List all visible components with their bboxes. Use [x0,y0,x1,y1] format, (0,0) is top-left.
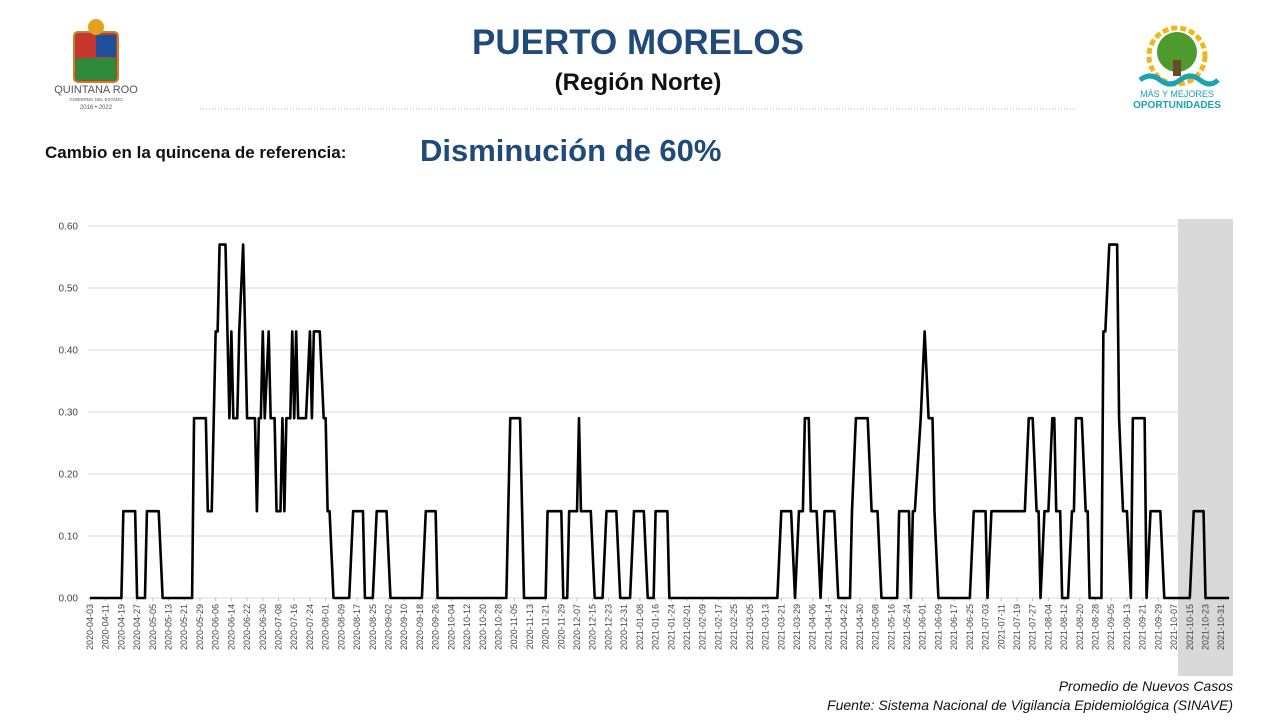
x-tick-label: 2021-07-19 [1012,604,1022,650]
x-tick-label: 2021-10-07 [1169,604,1179,650]
x-tick-label: 2020-08-17 [352,604,362,650]
x-tick-label: 2021-08-12 [1059,604,1069,650]
change-label: Cambio en la quincena de referencia: [45,143,346,162]
x-tick-label: 2020-11-13 [525,604,535,649]
title: PUERTO MORELOS [472,23,804,62]
x-tick-label: 2020-04-27 [132,604,142,650]
x-tick-label: 2021-10-31 [1216,604,1226,650]
x-tick-label: 2020-07-08 [274,604,284,650]
x-tick-label: 2021-02-25 [729,604,739,650]
x-tick-label: 2021-02-17 [713,604,723,650]
x-tick-label: 2021-10-15 [1185,604,1195,650]
x-tick-label: 2021-07-27 [1028,604,1038,650]
x-tick-label: 2020-10-04 [446,604,456,650]
x-tick-label: 2020-04-19 [116,604,126,650]
x-tick-label: 2020-06-06 [211,604,221,650]
x-tick-label: 2021-05-16 [886,604,896,650]
x-tick-label: 2020-06-30 [258,604,268,650]
x-tick-label: 2021-04-06 [808,604,818,650]
x-tick-label: 2020-11-21 [541,604,551,649]
x-tick-label: 2020-10-12 [462,604,472,650]
x-tick-label: 2021-03-13 [761,604,771,650]
y-tick-label: 0.40 [59,346,79,357]
x-tick-label: 2021-09-29 [1153,604,1163,650]
x-tick-label: 2020-04-03 [85,604,95,650]
y-tick-label: 0.60 [59,222,79,233]
x-tick-label: 2020-07-16 [289,604,299,650]
x-tick-label: 2020-12-07 [572,604,582,650]
x-tick-label: 2021-09-13 [1122,604,1132,650]
x-tick-label: 2021-09-05 [1106,604,1116,650]
x-tick-label: 2020-11-29 [556,604,566,649]
logo-right: MÁS Y MEJORES OPORTUNIDADES [1133,25,1221,111]
x-tick-label: 2020-09-26 [431,604,441,650]
x-tick-label: 2020-07-24 [305,604,315,650]
x-tick-label: 2021-07-03 [981,604,991,650]
x-tick-label: 2020-10-20 [478,604,488,650]
x-tick-label: 2021-01-08 [635,604,645,650]
logo-text: GOBIERNO DEL ESTADO [69,97,123,102]
change-value: Disminución de 60% [420,133,721,168]
logo-text: QUINTANA ROO [54,84,138,96]
x-tick-label: 2021-06-25 [965,604,975,650]
x-tick-label: 2021-03-21 [776,604,786,650]
source: Fuente: Sistema Nacional de Vigilancia E… [827,697,1233,713]
x-tick-label: 2020-12-23 [603,604,613,650]
data-line [89,243,1230,600]
x-tick-label: 2020-12-15 [588,604,598,650]
x-tick-label: 2021-08-04 [1043,604,1053,650]
x-tick-label: 2021-07-11 [996,604,1006,649]
x-tick-label: 2020-06-14 [226,604,236,650]
logo-left: QUINTANA ROO GOBIERNO DEL ESTADO 2016 • … [54,19,138,111]
logo-text: 2016 • 2022 [80,105,113,111]
x-tick-label: 2021-08-28 [1091,604,1101,650]
y-tick-label: 0.10 [59,532,79,543]
x-tick-label: 2020-05-13 [164,604,174,650]
x-tick-label: 2020-11-05 [509,604,519,649]
x-tick-label: 2020-12-31 [619,604,629,650]
y-tick-label: 0.20 [59,470,79,481]
y-tick-label: 0.30 [59,408,79,419]
x-tick-label: 2021-09-21 [1138,604,1148,650]
x-tick-label: 2020-09-18 [415,604,425,650]
x-tick-label: 2021-02-09 [698,604,708,650]
x-tick-label: 2020-05-05 [148,604,158,650]
x-tick-label: 2020-06-22 [242,604,252,650]
x-tick-label: 2020-04-11 [101,604,111,649]
legend-entry: Promedio de Nuevos Casos [1059,678,1233,694]
x-tick-label: 2021-03-05 [745,604,755,650]
x-tick-label: 2021-06-09 [933,604,943,650]
x-tick-label: 2020-05-29 [195,604,205,650]
x-tick-label: 2021-01-24 [666,604,676,650]
y-tick-label: 0.50 [59,284,79,295]
y-tick-label: 0.00 [59,594,79,605]
x-tick-label: 2021-05-24 [902,604,912,650]
x-tick-label: 2021-04-22 [839,604,849,650]
x-tick-label: 2021-02-01 [682,604,692,650]
x-tick-label: 2021-04-30 [855,604,865,650]
x-tick-label: 2021-01-16 [651,604,661,650]
logo-text: MÁS Y MEJORES [1140,89,1214,99]
x-tick-label: 2021-05-08 [871,604,881,650]
x-tick-label: 2020-08-01 [321,604,331,650]
x-tick-label: 2021-08-20 [1075,604,1085,650]
logo-text: OPORTUNIDADES [1133,100,1221,111]
x-tick-label: 2021-04-14 [823,604,833,650]
subtitle: (Región Norte) [555,69,722,96]
x-tick-label: 2021-06-17 [949,604,959,650]
x-tick-label: 2021-06-01 [918,604,928,650]
x-tick-label: 2021-03-29 [792,604,802,650]
x-tick-label: 2020-05-21 [179,604,189,650]
x-tick-label: 2020-10-28 [493,604,503,650]
x-tick-label: 2021-10-23 [1201,604,1211,650]
x-tick-label: 2020-09-10 [399,604,409,650]
x-tick-label: 2020-08-09 [336,604,346,650]
x-tick-label: 2020-08-25 [368,604,378,650]
x-tick-label: 2020-09-02 [383,604,393,650]
